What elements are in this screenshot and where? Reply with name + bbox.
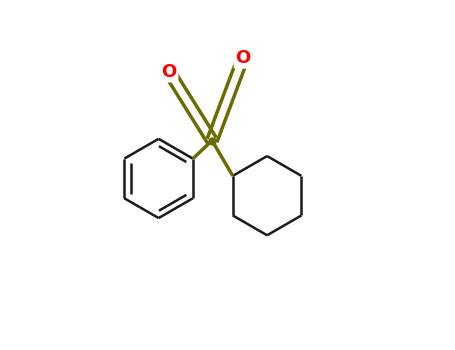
Text: O: O <box>235 49 251 67</box>
Text: O: O <box>162 63 177 80</box>
